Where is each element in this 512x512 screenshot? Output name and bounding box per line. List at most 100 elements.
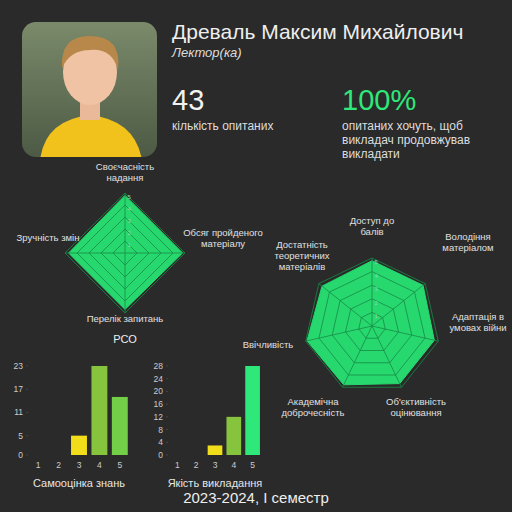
y-tick-label: 12 xyxy=(154,412,164,422)
role: Лектор(ка) xyxy=(172,46,242,61)
radar-axis-label: Об'єктивність оцінювання xyxy=(374,397,458,419)
footer: 2023-2024, I семестр xyxy=(0,489,512,506)
y-tick xyxy=(26,389,28,390)
x-tick-label: 3 xyxy=(213,460,218,470)
radar-axis-label: Академічна доброчесність xyxy=(271,397,355,419)
radar-grid xyxy=(306,258,439,387)
y-tick xyxy=(26,412,28,413)
bar-chart: 0511172312345 xyxy=(14,361,128,470)
y-tick xyxy=(166,366,168,367)
chart-title: Якість викладання xyxy=(160,477,270,490)
bar xyxy=(51,455,67,456)
y-tick xyxy=(166,442,168,443)
radar-chart: 1 2 3 4 5 xyxy=(65,193,185,313)
bars xyxy=(208,366,260,455)
chart-title: РСО xyxy=(85,333,165,346)
radar-spoke xyxy=(125,193,126,253)
y-tick xyxy=(166,378,168,379)
page: 1234512345051117231234504812162024281234… xyxy=(0,0,512,512)
radar-tick-label: 1 xyxy=(128,242,132,248)
radar-spoke xyxy=(306,326,372,341)
radar-grid xyxy=(65,193,185,313)
y-tick xyxy=(26,366,28,367)
radar-axis-label: Своєчасність надання xyxy=(80,162,170,184)
bar xyxy=(226,417,241,455)
radar-tick-label: 3 xyxy=(128,218,132,224)
radar-axis-label: Обсяг пройденого матеріалу xyxy=(183,228,263,250)
stat-value: 100% xyxy=(342,84,416,117)
name: Древаль Максим Михайлович xyxy=(172,20,463,44)
bar xyxy=(170,455,185,456)
photo-hair xyxy=(62,36,119,70)
y-tick-label: 11 xyxy=(14,407,23,417)
stat-label: кількість опитаних xyxy=(172,120,273,134)
radar-axis-label: Перелік запитань xyxy=(85,314,165,325)
y-tick-label: 0 xyxy=(158,450,163,460)
bar-chart: 048121620242812345 xyxy=(154,361,260,470)
y-tick-label: 5 xyxy=(18,431,23,441)
y-tick-label: 20 xyxy=(154,386,164,396)
y-tick-label: 24 xyxy=(154,374,164,384)
y-tick-label: 16 xyxy=(154,399,164,409)
y-tick xyxy=(26,455,28,456)
radar-chart: 1 2 3 4 5 xyxy=(306,258,439,387)
x-tick-label: 5 xyxy=(250,460,255,470)
stat-label: опитаних хочуть, щоб викладач продовжува… xyxy=(342,120,502,161)
radar-tick-label: 4 xyxy=(128,206,132,212)
radar-spoke xyxy=(65,253,125,254)
y-tick-label: 0 xyxy=(18,450,23,460)
x-tick-label: 5 xyxy=(117,460,122,470)
chart-title: Самооцінка знань xyxy=(24,477,134,490)
radar-spoke xyxy=(125,253,185,254)
radar-axis-label: Адаптація в умовах війни xyxy=(447,312,509,334)
x-tick-label: 4 xyxy=(97,460,102,470)
x-tick-label: 4 xyxy=(231,460,236,470)
radar-axis-label: Володіння матеріалом xyxy=(428,232,508,254)
radar-spoke xyxy=(125,253,126,313)
bar xyxy=(30,455,46,456)
radar-tick-label: 3 xyxy=(375,286,379,292)
y-tick-label: 28 xyxy=(154,361,164,371)
radar-tick-label: 1 xyxy=(375,313,379,319)
x-tick-label: 2 xyxy=(56,460,61,470)
y-tick-label: 17 xyxy=(14,384,24,394)
bar xyxy=(112,397,128,455)
y-tick xyxy=(166,391,168,392)
bar xyxy=(189,455,204,456)
radar-axis-label: Зручність змін xyxy=(13,233,83,244)
radar-spoke xyxy=(342,326,372,387)
radar-tick-label: 2 xyxy=(128,230,132,236)
photo xyxy=(22,22,157,157)
bar xyxy=(91,366,107,455)
y-tick-label: 8 xyxy=(158,425,163,435)
radar-tick-label: 5 xyxy=(128,194,132,200)
radar-axis-label: Ввічливість xyxy=(237,340,299,351)
bar xyxy=(245,366,260,455)
x-tick-label: 1 xyxy=(175,460,180,470)
bar xyxy=(208,445,223,455)
bar xyxy=(71,436,87,455)
x-tick-label: 3 xyxy=(77,460,82,470)
bars xyxy=(71,366,128,455)
y-tick-label: 4 xyxy=(158,437,163,447)
radar-data xyxy=(69,195,183,309)
radar-spoke xyxy=(372,258,373,326)
y-tick xyxy=(26,435,28,436)
radar-axis-label: Доступ до балів xyxy=(337,216,407,238)
radar-spoke xyxy=(319,284,372,326)
radar-tick-label: 4 xyxy=(375,273,379,279)
photo-shirt xyxy=(40,115,142,157)
radar-tick-label: 2 xyxy=(375,300,379,306)
radar-spoke xyxy=(372,326,402,387)
y-tick xyxy=(166,416,168,417)
radar-spoke xyxy=(372,326,438,341)
x-tick-label: 1 xyxy=(36,460,41,470)
radar-area xyxy=(69,195,183,309)
y-tick xyxy=(166,404,168,405)
y-tick xyxy=(166,455,168,456)
canvas: 1234512345051117231234504812162024281234… xyxy=(0,0,512,512)
stat-value: 43 xyxy=(172,84,204,117)
y-tick xyxy=(166,429,168,430)
radar-spoke xyxy=(372,284,425,326)
radar-tick-label: 5 xyxy=(375,259,379,265)
